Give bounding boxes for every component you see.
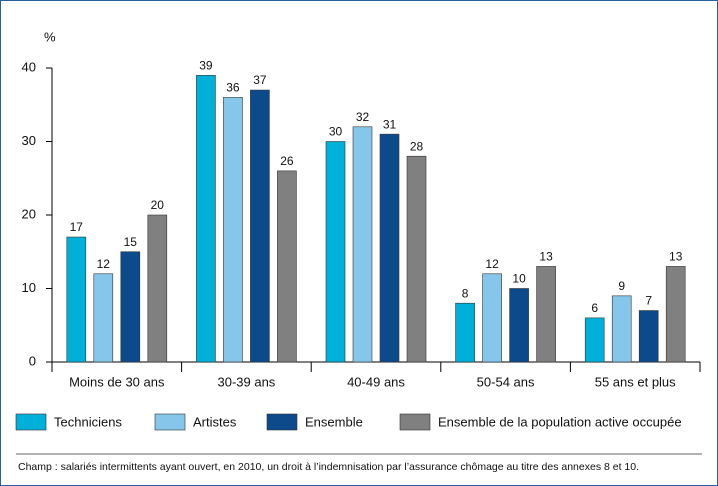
bar	[147, 214, 168, 363]
value-label: 36	[226, 81, 240, 95]
value-label: 12	[485, 257, 499, 271]
x-tick-label: 55 ans et plus	[595, 374, 676, 389]
bar	[277, 170, 297, 363]
bar	[66, 236, 87, 363]
value-label: 15	[124, 235, 138, 249]
bar	[536, 266, 556, 363]
bar	[250, 89, 270, 363]
legend-label: Ensemble de la population active occupée	[438, 414, 682, 429]
bar	[196, 75, 216, 363]
value-label: 10	[512, 272, 526, 286]
value-label: 13	[669, 250, 683, 264]
legend-swatch	[15, 413, 47, 431]
bar	[611, 295, 632, 363]
bar	[638, 310, 659, 363]
bar	[584, 317, 605, 363]
bar	[665, 266, 686, 363]
x-tick-label: 30-39 ans	[217, 374, 275, 389]
value-label: 26	[280, 154, 294, 168]
bar	[482, 273, 502, 363]
bar	[509, 288, 529, 363]
legend-swatch	[266, 413, 298, 431]
y-tick-label: 40	[22, 59, 36, 74]
value-label: 6	[591, 301, 598, 315]
value-label: 31	[383, 117, 397, 131]
bar	[455, 302, 475, 363]
bar	[325, 141, 346, 363]
value-label: 37	[253, 73, 267, 87]
bar	[223, 97, 243, 363]
bar	[120, 251, 141, 363]
y-tick-label: 0	[29, 353, 36, 368]
value-label: 17	[70, 220, 84, 234]
x-tick-label: Moins de 30 ans	[69, 374, 165, 389]
y-tick-label: 10	[22, 280, 36, 295]
x-tick-label: 50-54 ans	[477, 374, 535, 389]
legend-swatch	[399, 413, 431, 431]
value-label: 30	[329, 125, 343, 139]
value-label: 12	[97, 257, 111, 271]
bar	[379, 133, 400, 363]
legend-swatch	[154, 413, 186, 431]
value-label: 9	[618, 279, 625, 293]
value-label: 32	[356, 110, 370, 124]
value-label: 28	[410, 139, 424, 153]
bar	[93, 273, 114, 363]
value-label: 13	[539, 250, 553, 264]
bar	[352, 126, 373, 363]
note: Champ : salariés intermittents ayant ouv…	[18, 461, 639, 473]
y-tick-label: 20	[22, 206, 36, 221]
legend-label: Ensemble	[305, 414, 363, 429]
value-label: 20	[151, 198, 165, 212]
value-label: 7	[645, 294, 652, 308]
value-label: 39	[199, 59, 213, 73]
bar	[406, 155, 427, 363]
x-tick-label: 40-49 ans	[347, 374, 405, 389]
y-tick-label: 30	[22, 133, 36, 148]
y-axis-label: %	[44, 29, 56, 44]
legend-label: Artistes	[193, 414, 237, 429]
legend-label: Techniciens	[54, 414, 122, 429]
value-label: 8	[462, 286, 469, 300]
